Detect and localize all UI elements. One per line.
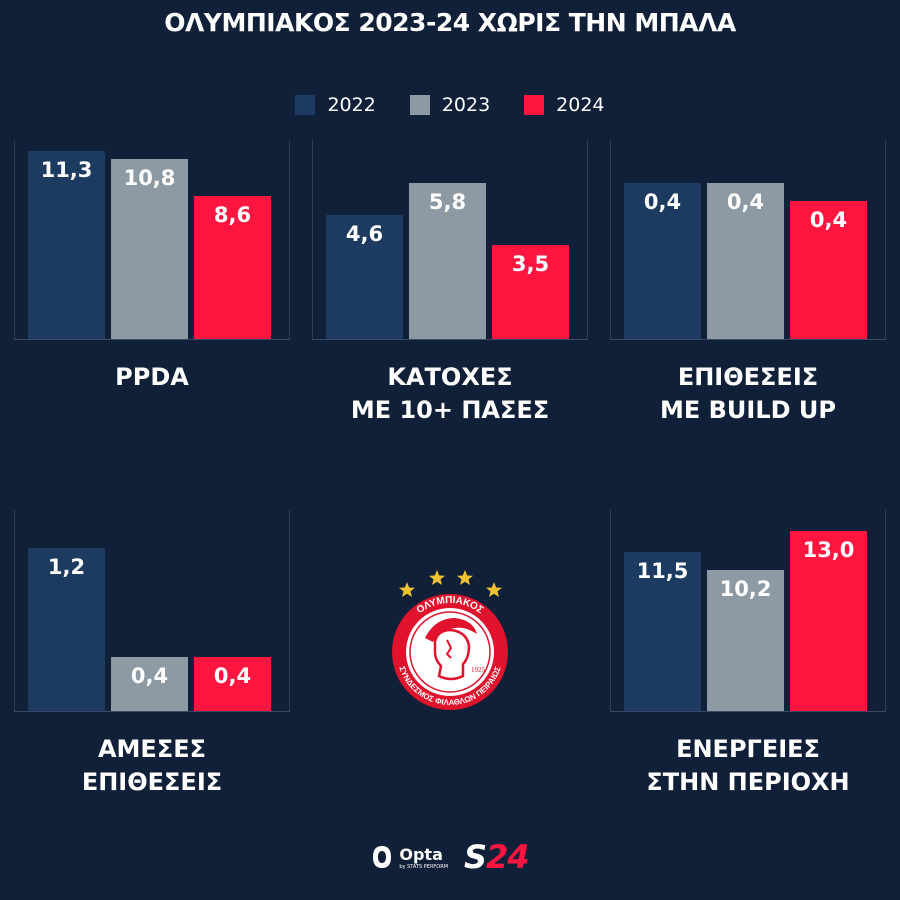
bar-value-label: 1,2 [47, 555, 86, 580]
s24-s: S [464, 838, 487, 876]
legend-swatch-2023 [409, 95, 430, 115]
opta-logo: Opta by STATS PERFORM [371, 844, 448, 870]
crest-year: 1925 [471, 666, 486, 674]
s24-logo: S24 [464, 838, 530, 876]
bar-2024: 3,5 [492, 245, 569, 339]
bar-2022: 0,4 [624, 182, 701, 339]
axis-leftline [14, 140, 15, 340]
panel-title-line: ΚΑΤΟΧΕΣ [387, 363, 513, 391]
bar-value-label: 8,6 [213, 202, 252, 227]
panel-title-line: ΜΕ BUILD UP [660, 396, 836, 424]
axis-baseline [14, 339, 290, 340]
star-icon [429, 570, 445, 585]
panel-title-line: ΕΠΙΘΕΣΕΙΣ [81, 768, 223, 796]
bar-2022: 11,5 [624, 551, 701, 711]
bar-2022: 11,3 [28, 151, 105, 339]
axis-rightline [885, 140, 886, 340]
bar-value-label: 11,5 [636, 558, 689, 583]
crest-stars [399, 570, 502, 597]
axis-leftline [610, 510, 611, 712]
chart-title: ΟΛΥΜΠΙΑΚΟΣ 2023-24 ΧΩΡΙΣ ΤΗΝ ΜΠΑΛΑ [164, 8, 736, 37]
panel-title-line: PPDA [115, 363, 189, 391]
bar-2023: 10,8 [111, 159, 188, 339]
bar-2024: 0,4 [194, 656, 271, 711]
legend-item-2022: 2022 [295, 94, 376, 116]
bar-value-label: 13,0 [802, 537, 855, 562]
axis-baseline [610, 711, 886, 712]
star-icon [457, 570, 473, 585]
plot-area: 11,5 10,2 13,0 [610, 510, 886, 712]
bar-2023: 10,2 [707, 569, 784, 711]
bar-value-label: 0,4 [809, 207, 848, 232]
bar-2023: 5,8 [409, 183, 486, 339]
panel-title-line: ΕΠΙΘΕΣΕΙΣ [677, 363, 819, 391]
bar-value-label: 0,4 [213, 663, 252, 688]
bar-2023: 0,4 [111, 656, 188, 711]
panel-title-line: ΑΜΕΣΕΣ [97, 735, 207, 763]
plot-area: 4,6 5,8 3,5 [312, 140, 588, 340]
crest-inner-ring [409, 611, 491, 693]
legend-swatch-2024 [524, 95, 545, 115]
legend-label-2022: 2022 [327, 94, 376, 116]
bar-2024: 13,0 [790, 530, 867, 711]
panel-title-line: ΜΕ 10+ ΠΑΣΕΣ [350, 396, 550, 424]
bar-2022: 4,6 [326, 215, 403, 339]
plot-area: 11,3 10,8 8,6 [14, 140, 290, 340]
crest-face [445, 639, 453, 659]
axis-baseline [312, 339, 588, 340]
opta-sub: by STATS PERFORM [399, 863, 449, 870]
legend-item-2023: 2023 [409, 94, 491, 116]
legend-swatch-2022 [295, 95, 316, 115]
legend-label-2023: 2023 [441, 94, 491, 116]
axis-leftline [312, 140, 313, 340]
opta-name: Opta [399, 844, 443, 864]
bar-value-label: 0,4 [643, 189, 682, 214]
axis-rightline [289, 140, 290, 340]
panel-title-line: ΣΤΗΝ ΠΕΡΙΟΧΗ [646, 768, 850, 796]
axis-baseline [14, 711, 290, 712]
bar-value-label: 5,8 [428, 190, 467, 215]
axis-rightline [289, 510, 290, 712]
legend-item-2024: 2024 [524, 94, 605, 116]
panel-title: ΚΑΤΟΧΕΣ ΜΕ 10+ ΠΑΣΕΣ [312, 361, 588, 427]
bar-value-label: 4,6 [345, 222, 384, 247]
footer: Opta by STATS PERFORM S24 [0, 838, 900, 876]
panel-title: PPDA [14, 361, 290, 394]
axis-leftline [610, 140, 611, 340]
bar-value-label: 0,4 [130, 663, 169, 688]
opta-icon [373, 846, 392, 868]
bar-value-label: 10,2 [719, 576, 772, 601]
olympiacos-crest: 1925 ΟΛΥΜΠΙΑΚΟΣ ΣΥΝΔΕΣΜΟΣ ΦΙΛΑΘΛΩΝ ΠΕΙΡΑ… [392, 570, 508, 710]
opta-text: Opta by STATS PERFORM [399, 845, 448, 870]
axis-rightline [587, 140, 588, 340]
axis-baseline [610, 339, 886, 340]
bar-2022: 1,2 [28, 548, 105, 711]
legend: 2022 2023 2024 [0, 94, 900, 116]
plot-area: 1,2 0,4 0,4 [14, 510, 290, 712]
axis-rightline [885, 510, 886, 712]
axis-leftline [14, 510, 15, 712]
star-icon [399, 582, 415, 597]
bar-value-label: 0,4 [726, 189, 765, 214]
bar-2024: 0,4 [790, 200, 867, 339]
s24-digits: 24 [486, 838, 530, 876]
legend-label-2024: 2024 [556, 94, 605, 116]
plot-area: 0,4 0,4 0,4 [610, 140, 886, 340]
bar-value-label: 11,3 [40, 158, 93, 182]
star-icon [486, 582, 502, 597]
bar-2024: 8,6 [194, 195, 271, 339]
panel-title: ΑΜΕΣΕΣ ΕΠΙΘΕΣΕΙΣ [14, 733, 290, 799]
bar-value-label: 3,5 [511, 252, 550, 276]
crest-profile [433, 628, 471, 681]
crest-laurel [425, 618, 477, 642]
panel-title: ΕΝΕΡΓΕΙΕΣ ΣΤΗΝ ΠΕΡΙΟΧΗ [610, 733, 886, 799]
panel-title-line: ΕΝΕΡΓΕΙΕΣ [676, 735, 820, 763]
bar-2023: 0,4 [707, 182, 784, 339]
bar-value-label: 10,8 [123, 166, 176, 191]
panel-title: ΕΠΙΘΕΣΕΙΣ ΜΕ BUILD UP [610, 361, 886, 427]
